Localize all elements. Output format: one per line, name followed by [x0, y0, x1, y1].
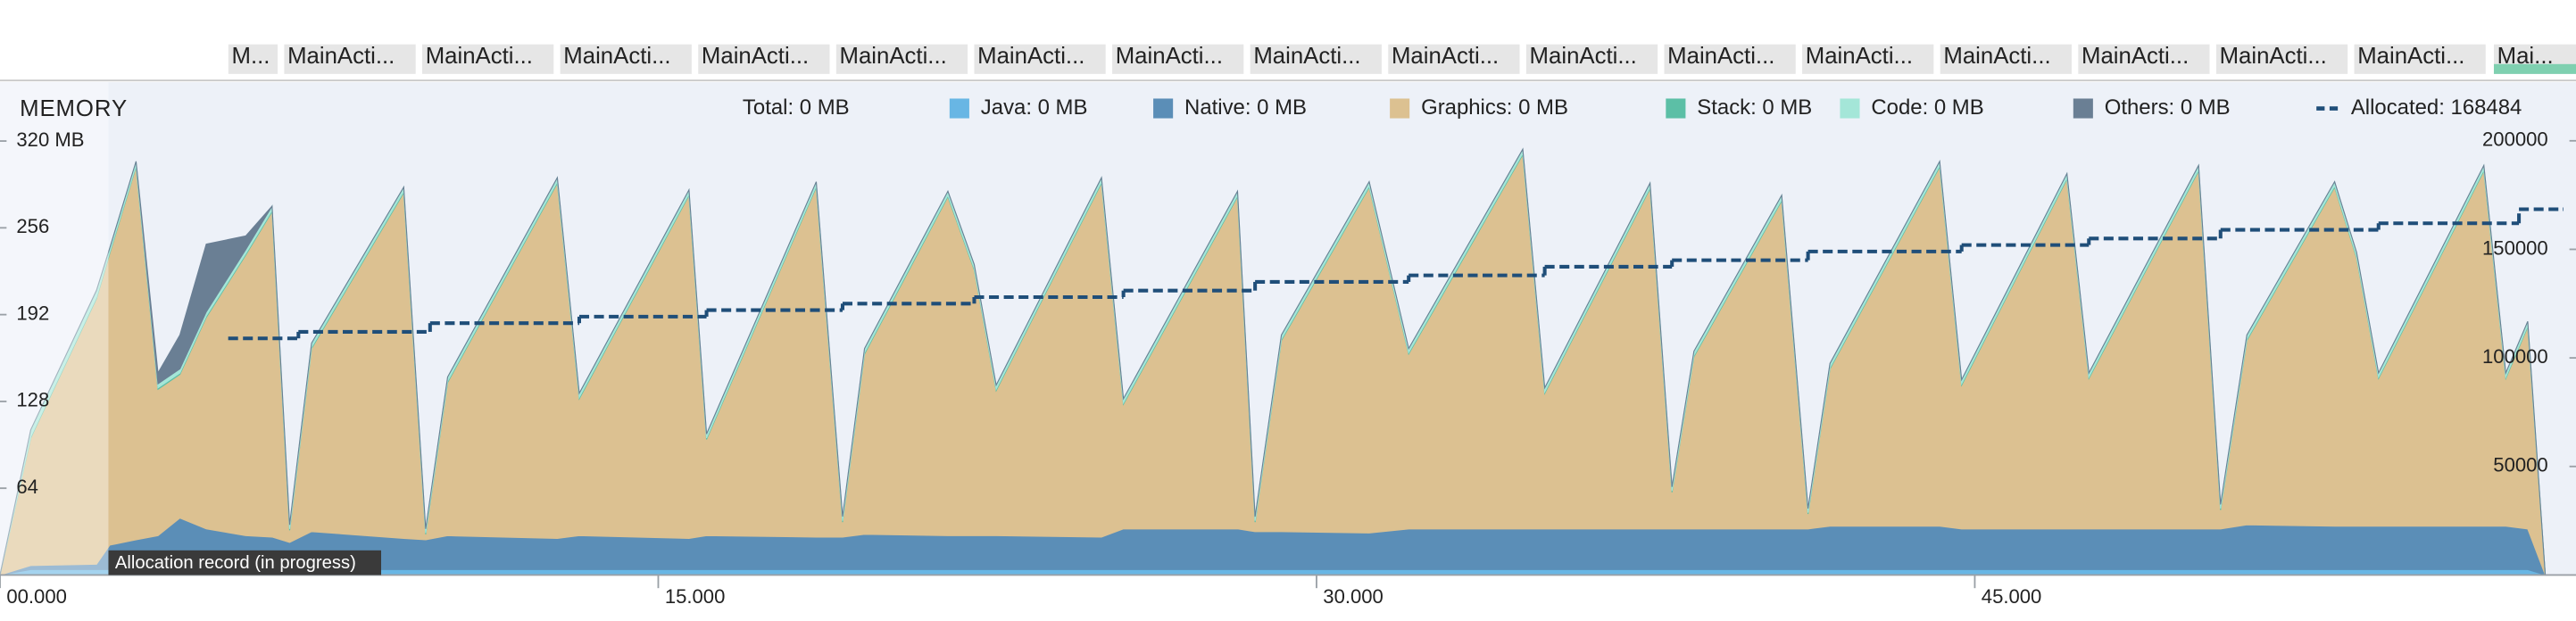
activity-label: MainActi...: [1530, 44, 1637, 69]
activity-box: [1940, 44, 2072, 74]
legend-total: Total: 0 MB: [743, 95, 850, 120]
activity-label: MainActi...: [2082, 44, 2189, 69]
legend-label: Allocated: 168484: [2351, 95, 2522, 120]
legend-label: Java: 0 MB: [981, 95, 1088, 120]
activity-label: MainActi...: [426, 44, 533, 69]
activity-box: [560, 44, 692, 74]
activity-label: MainActi...: [1943, 44, 2050, 69]
legend-swatch: [1666, 98, 1686, 119]
activity-label: MainActi...: [2357, 44, 2464, 69]
x-tick-label: 00.000: [6, 585, 67, 608]
y-tick-label: 320 MB: [16, 128, 84, 151]
activity-box: [2215, 44, 2348, 74]
y2-tick-label: 50000: [2493, 454, 2547, 476]
legend-label: Stack: 0 MB: [1697, 95, 1812, 120]
activity-box: [2354, 44, 2486, 74]
y-tick-label: 256: [16, 215, 49, 237]
activity-label: MainActi...: [563, 44, 670, 69]
x-tick-label: 30.000: [1323, 585, 1384, 608]
activity-box: [422, 44, 554, 74]
x-tick-label: 15.000: [665, 585, 726, 608]
activity-label: M...: [232, 44, 270, 69]
activity-box: [974, 44, 1106, 74]
legend-swatch: [1840, 98, 1860, 119]
activity-box: [2078, 44, 2210, 74]
legend-label: Code: 0 MB: [1871, 95, 1983, 120]
overlay: 64 128 192 256 320 MB 50000 100000 150000 200000…: [0, 95, 2576, 608]
activity-box: [698, 44, 830, 74]
y2-tick-label: 200000: [2482, 128, 2548, 151]
activity-label: MainActi...: [1667, 44, 1774, 69]
activity-label: MainActi...: [1253, 44, 1360, 69]
activity-label: MainActi...: [1806, 44, 1913, 69]
activity-label: MainActi...: [1392, 44, 1499, 69]
y-tick-label: 192: [16, 302, 49, 324]
activity-label: MainActi...: [977, 44, 1084, 69]
legend-swatch: [1390, 98, 1410, 119]
y2-tick-label: 150000: [2482, 236, 2548, 259]
activity-label: MainActi...: [702, 44, 809, 69]
annotation: Allocation record (in progress): [115, 553, 356, 573]
untracked-overlay: [0, 82, 109, 575]
legend-swatch: [1153, 98, 1174, 119]
chart-title: MEMORY: [20, 96, 128, 121]
activity-label: MainActi...: [2220, 44, 2327, 69]
activity-box: [1664, 44, 1796, 74]
activity-box: [1250, 44, 1382, 74]
activity-box: [1388, 44, 1520, 74]
legend-label: Native: 0 MB: [1184, 95, 1307, 120]
activity-box: [835, 44, 968, 74]
legend-swatch: [949, 98, 969, 119]
y-tick-label: 64: [16, 476, 38, 498]
legend-label: Others: 0 MB: [2105, 95, 2231, 120]
activity-label: MainActi...: [840, 44, 947, 69]
activity-indicator: [2493, 63, 2576, 74]
y2-tick-label: 100000: [2482, 345, 2548, 368]
activity-label: Mai...: [2497, 44, 2554, 69]
activity-box: [228, 44, 278, 74]
legend-label: Graphics: 0 MB: [1421, 95, 1568, 120]
activity-box: [284, 44, 416, 74]
y-tick-label: 128: [16, 389, 49, 411]
x-tick-label: 45.000: [1982, 585, 2042, 608]
activity-label: MainActi...: [1116, 44, 1223, 69]
activity-box: [1525, 44, 1658, 74]
activity-box: [1112, 44, 1244, 74]
annotation-box: [108, 550, 382, 575]
legend-swatch: [2073, 98, 2093, 119]
activity-box: [1802, 44, 1934, 74]
activity-label: MainActi...: [287, 44, 395, 69]
